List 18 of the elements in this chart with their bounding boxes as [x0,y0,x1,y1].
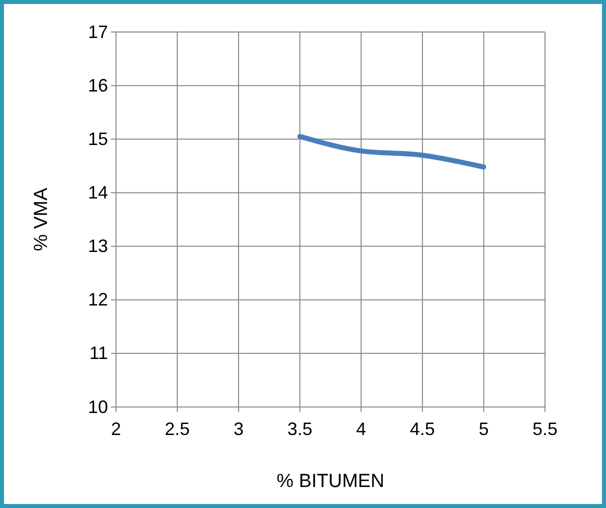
x-tick-label: 3.5 [287,418,312,439]
x-tick-label: 3 [234,418,244,439]
y-tick-label: 14 [88,182,108,202]
x-tick-label: 2 [110,418,122,439]
y-tick-label: 12 [88,290,108,310]
y-tick-label: 16 [88,75,108,96]
y-tick-label: 17 [88,22,108,42]
x-tick-label: 5 [478,418,489,439]
y-tick-label: 10 [88,396,108,417]
x-tick-label: 4.5 [410,418,435,439]
x-axis-title: % BITUMEN [276,471,384,492]
x-tick-label: 4 [356,418,366,439]
y-tick-label: 13 [88,236,108,256]
x-tick-label: 5.5 [532,418,558,439]
y-axis-title: % VMA [31,188,52,252]
x-tick-label: 2.5 [164,418,190,439]
y-tick-label: 15 [88,128,108,149]
y-tick-label: 11 [89,343,108,364]
